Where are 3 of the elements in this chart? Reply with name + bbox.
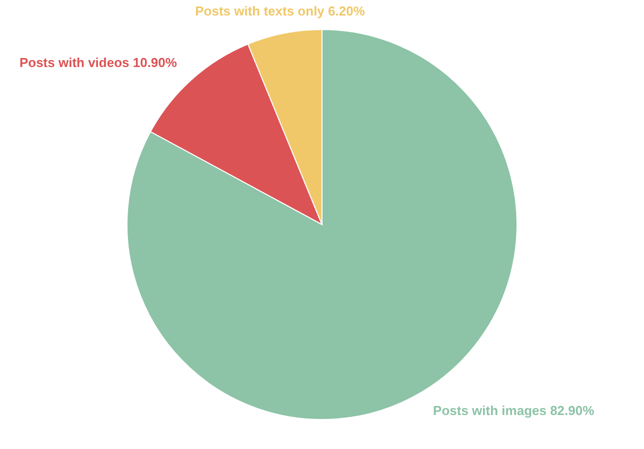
slice-label: Posts with images 82.90%: [433, 402, 595, 418]
slice-label: Posts with texts only 6.20%: [195, 4, 366, 19]
slice-label: Posts with videos 10.90%: [19, 55, 178, 70]
